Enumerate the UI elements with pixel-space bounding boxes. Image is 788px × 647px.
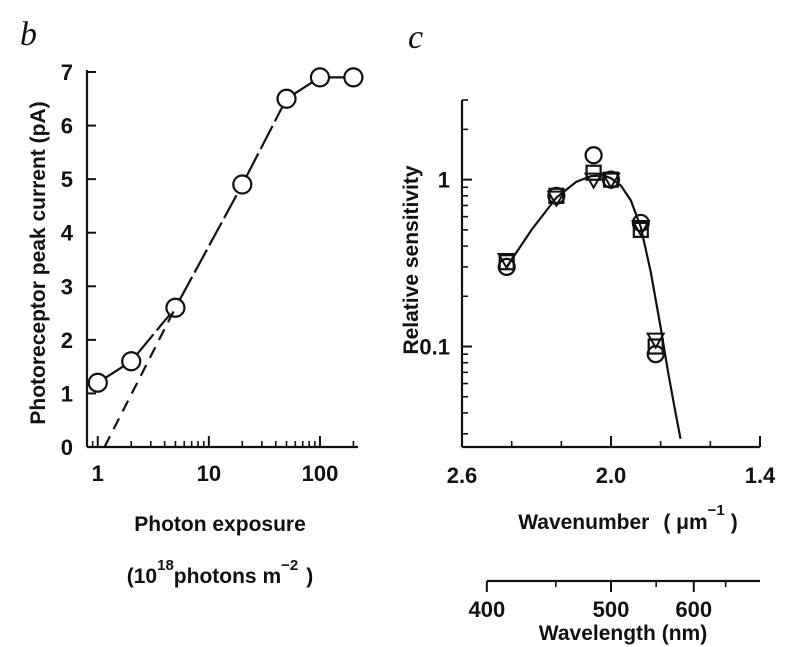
panel-b-x-tick-label: 100 [302,461,339,486]
panel-c-secondary-tick-label: 500 [593,597,630,622]
panel-c-y-tick-label: 1 [438,168,450,193]
panel-b-data-point [309,67,331,88]
panel-c-secondary-axis-label: Wavelength (nm) [539,622,707,645]
panel-b-x-label-pre: (10 [127,565,157,588]
panel-c-triangle-point [631,220,651,238]
panel-b-x-label-sup: 18 [157,557,174,574]
panel-c-triangle-point [496,252,517,271]
panel-c-label: c [408,19,423,56]
panel-b-x-label-sup2: −2 [281,557,298,574]
panel-b-x-label-post: ) [306,565,313,588]
panel-b-extrapolation-line [103,307,177,448]
panel-c-x-tick-label: 2.0 [596,463,627,488]
panel-b-label: b [20,16,37,53]
panel-b-marks [87,67,364,448]
panel-c-secondary-axis: 400 500 600 [468,579,760,622]
panel-c-x-tick-label: 2.6 [447,463,478,488]
panel-c-circle-point [584,146,603,165]
panel-b-y-tick-label: 3 [61,274,73,299]
panel-b-connecting-line [104,76,345,379]
panel-b-data-point [276,88,297,109]
panel-c-x-label-unit: ( μm [663,511,707,534]
panel-b-x-label-mid: photons m [174,565,281,588]
panel-b-data-point [232,174,253,195]
panel-c-triangle-point [583,172,604,190]
panel-c-x-label-post: ) [731,511,738,534]
panel-b-data-point [165,297,186,318]
panel-c-y-tick-label: 0.1 [419,335,450,360]
panel-c-axes [460,100,760,449]
panel-b-x-axis-label-line1: Photon exposure [134,513,306,536]
panel-b-y-tick-label: 0 [61,435,73,460]
panel-b-axes [85,70,358,449]
panel-c-square-point [647,338,664,355]
panel-b-data-point [343,67,364,88]
panel-c-x-axis-label: Wavenumber ( μm−1) [518,502,738,534]
panel-b-x-tick-label: 1 [92,461,104,486]
panel-c-x-label-sup: −1 [708,502,725,519]
panel-c-y-axis-label: Relative sensitivity [400,165,423,354]
panel-b-y-tick-label: 1 [61,381,73,406]
panel-b-x-tick-label: 10 [197,461,221,486]
panel-c-secondary-tick-label: 600 [675,597,712,622]
panel-b-y-tick-label: 5 [61,167,73,192]
panel-b-y-tick-label: 6 [61,114,73,139]
panel-b-y-tick-label: 4 [61,221,74,246]
panel-c-triangle-point [546,190,567,208]
panel-c-ticks: 1 0.1 2.6 2.0 1.4 [419,99,776,488]
panel-c-x-tick-label: 1.4 [745,463,776,488]
panel-b-y-axis-label: Photoreceptor peak current (pA) [27,101,50,424]
panel-c-triangle-point [601,172,621,190]
panel-c-marks [496,146,682,439]
panel-c: c 1 0.1 2.6 2.0 1.4 Relative sensitivity Wav… [400,19,776,645]
panel-b-x-axis-label-line2: (1018photons m−2) [127,557,313,588]
panel-c-square-point [548,187,565,204]
panel-b-y-tick-label: 7 [61,60,73,85]
panel-c-secondary-tick-label: 400 [468,597,505,622]
panel-c-triangle-point [645,332,666,350]
panel-b-data-point [87,372,108,393]
panel-c-x-label-pre: Wavenumber [518,511,649,534]
panel-c-fit-curve [505,174,682,439]
panel-b-y-tick-label: 2 [61,328,73,353]
panel-b-data-point [121,351,142,372]
